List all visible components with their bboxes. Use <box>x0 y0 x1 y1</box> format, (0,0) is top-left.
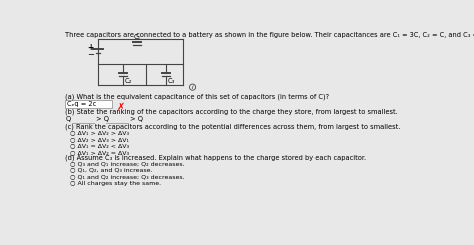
Text: −: − <box>87 50 94 59</box>
Text: i: i <box>192 85 193 90</box>
Text: (b) State the ranking of the capacitors according to the charge they store, from: (b) State the ranking of the capacitors … <box>65 109 398 115</box>
Text: ○ ΔV₂ > ΔV₃ > ΔV₁: ○ ΔV₂ > ΔV₃ > ΔV₁ <box>70 137 129 142</box>
Text: > Q: > Q <box>96 116 109 122</box>
Text: Cₑq = 2c: Cₑq = 2c <box>67 101 96 107</box>
Text: ○ ΔV₁ > ΔV₂ = ΔV₃: ○ ΔV₁ > ΔV₂ = ΔV₃ <box>70 150 129 155</box>
Text: (d) Assume C₃ is increased. Explain what happens to the charge stored by each ca: (d) Assume C₃ is increased. Explain what… <box>65 154 366 161</box>
Text: ○ All charges stay the same.: ○ All charges stay the same. <box>70 181 161 186</box>
Text: > Q: > Q <box>130 116 143 122</box>
Text: (c) Rank the capacitors according to the potential differences across them, from: (c) Rank the capacitors according to the… <box>65 123 401 130</box>
Text: ○ Q₁ and Q₂ increase; Q₃ decreases.: ○ Q₁ and Q₂ increase; Q₃ decreases. <box>70 174 185 179</box>
FancyBboxPatch shape <box>65 100 112 108</box>
Text: ○ ΔV₁ > ΔV₂ > ΔV₃: ○ ΔV₁ > ΔV₂ > ΔV₃ <box>70 130 129 135</box>
Text: C₁: C₁ <box>133 34 140 40</box>
Text: +: + <box>87 43 93 52</box>
Text: (a) What is the equivalent capacitance of this set of capacitors (in terms of C): (a) What is the equivalent capacitance o… <box>65 93 329 100</box>
Text: C₃: C₃ <box>168 77 175 84</box>
Text: ✗: ✗ <box>117 102 125 112</box>
Text: Three capacitors are connected to a battery as shown in the figure below. Their : Three capacitors are connected to a batt… <box>65 33 474 38</box>
Text: C₂: C₂ <box>124 77 132 84</box>
Text: ○ ΔV₁ = ΔV₂ < ΔV₃: ○ ΔV₁ = ΔV₂ < ΔV₃ <box>70 143 129 148</box>
Text: Q: Q <box>65 116 71 122</box>
Text: ○ Q₃ and Q₁ increase; Q₂ decreases.: ○ Q₃ and Q₁ increase; Q₂ decreases. <box>70 161 185 166</box>
Text: ○ Q₁, Q₂, and Q₃ increase.: ○ Q₁, Q₂, and Q₃ increase. <box>70 168 153 173</box>
